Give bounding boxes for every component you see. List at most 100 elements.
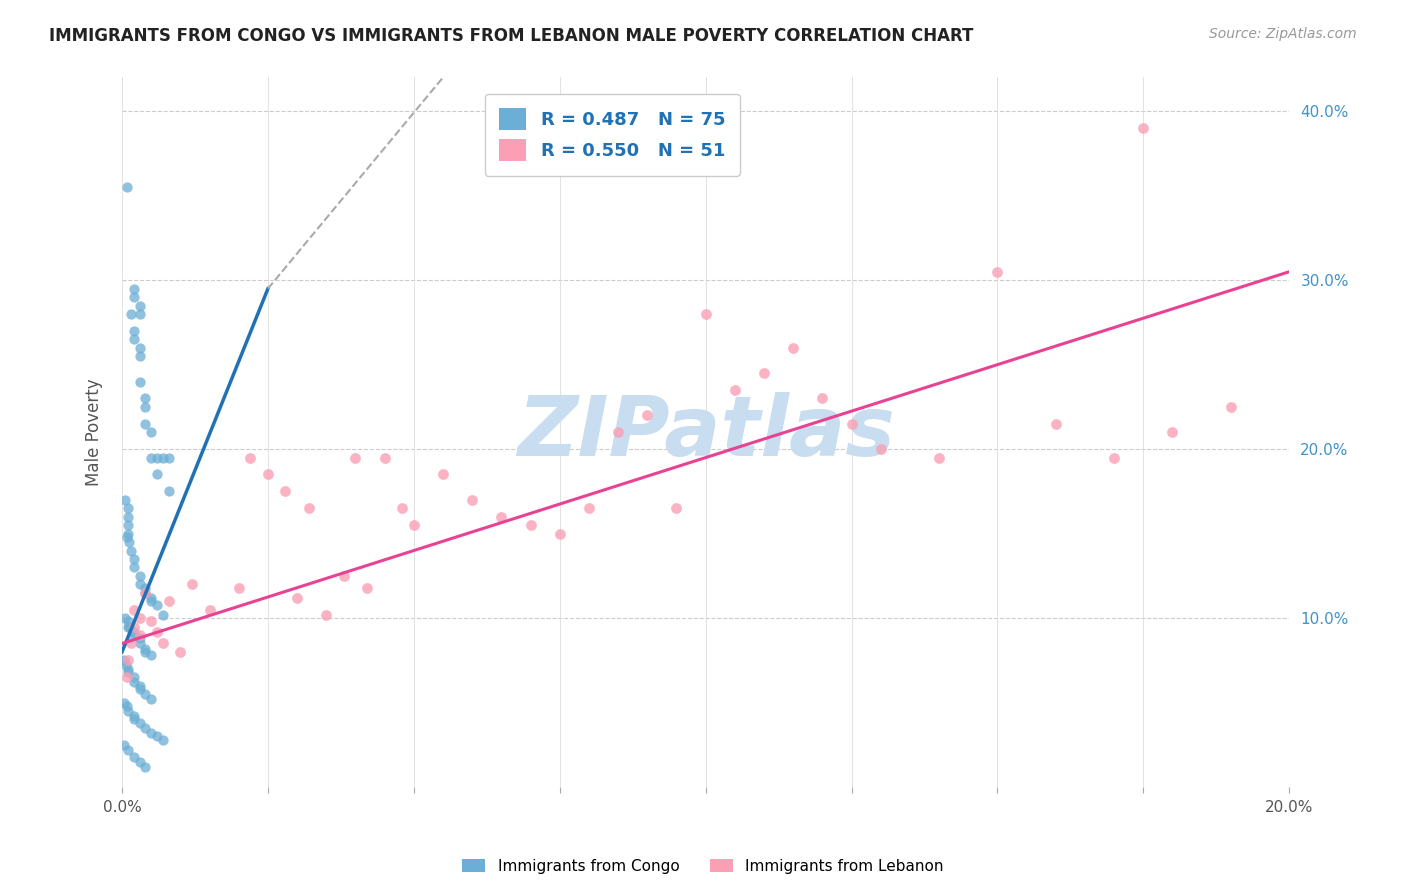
Point — [128, 341, 150, 355]
Point — [285, 591, 308, 605]
Point — [134, 586, 156, 600]
Point — [141, 450, 163, 465]
Point — [146, 450, 169, 465]
Point — [117, 743, 139, 757]
Point — [141, 692, 163, 706]
Point — [315, 607, 337, 622]
Point — [120, 307, 142, 321]
Point — [157, 450, 180, 465]
Point — [128, 569, 150, 583]
Point — [128, 577, 150, 591]
Point — [146, 730, 169, 744]
Point — [134, 586, 156, 600]
Point — [128, 375, 150, 389]
Point — [122, 624, 145, 639]
Point — [665, 501, 688, 516]
Point — [141, 594, 163, 608]
Point — [120, 636, 142, 650]
Point — [228, 581, 250, 595]
Point — [1132, 121, 1154, 136]
Point — [141, 615, 163, 629]
Point — [122, 713, 145, 727]
Point — [141, 425, 163, 440]
Point — [157, 484, 180, 499]
Point — [118, 619, 141, 633]
Point — [134, 581, 156, 595]
Point — [122, 628, 145, 642]
Point — [356, 581, 378, 595]
Point — [146, 598, 169, 612]
Point — [115, 698, 138, 713]
Point — [198, 602, 221, 616]
Point — [134, 721, 156, 735]
Point — [548, 526, 571, 541]
Point — [869, 442, 891, 457]
Point — [928, 450, 950, 465]
Point — [344, 450, 367, 465]
Point — [122, 709, 145, 723]
Point — [134, 400, 156, 414]
Point — [122, 324, 145, 338]
Point — [1045, 417, 1067, 431]
Point — [333, 569, 356, 583]
Point — [122, 282, 145, 296]
Point — [374, 450, 396, 465]
Point — [128, 349, 150, 363]
Point — [152, 607, 174, 622]
Point — [115, 670, 138, 684]
Point — [128, 715, 150, 730]
Point — [112, 696, 135, 710]
Point — [782, 341, 804, 355]
Point — [122, 749, 145, 764]
Point — [128, 299, 150, 313]
Point — [122, 552, 145, 566]
Point — [134, 645, 156, 659]
Point — [141, 648, 163, 663]
Point — [491, 509, 513, 524]
Point — [152, 636, 174, 650]
Point — [117, 665, 139, 680]
Point — [117, 526, 139, 541]
Point — [128, 632, 150, 646]
Point — [134, 417, 156, 431]
Point — [1219, 400, 1241, 414]
Point — [432, 467, 454, 482]
Point — [114, 492, 136, 507]
Point — [117, 704, 139, 718]
Point — [134, 687, 156, 701]
Point — [257, 467, 280, 482]
Point — [274, 484, 297, 499]
Point — [128, 628, 150, 642]
Point — [118, 535, 141, 549]
Text: ZIPatlas: ZIPatlas — [516, 392, 894, 473]
Point — [578, 501, 600, 516]
Point — [115, 530, 138, 544]
Point — [157, 594, 180, 608]
Point — [146, 624, 169, 639]
Point — [122, 675, 145, 690]
Point — [1161, 425, 1184, 440]
Point — [128, 679, 150, 693]
Point — [122, 560, 145, 574]
Point — [112, 653, 135, 667]
Point — [239, 450, 262, 465]
Point — [461, 492, 484, 507]
Point — [841, 417, 863, 431]
Point — [114, 611, 136, 625]
Point — [117, 653, 139, 667]
Point — [752, 366, 775, 380]
Point — [122, 670, 145, 684]
Point — [298, 501, 321, 516]
Point — [114, 658, 136, 673]
Point — [115, 180, 138, 194]
Point — [117, 509, 139, 524]
Point — [112, 738, 135, 752]
Point — [811, 392, 834, 406]
Point — [402, 518, 425, 533]
Point — [986, 265, 1008, 279]
Point — [122, 290, 145, 304]
Text: IMMIGRANTS FROM CONGO VS IMMIGRANTS FROM LEBANON MALE POVERTY CORRELATION CHART: IMMIGRANTS FROM CONGO VS IMMIGRANTS FROM… — [49, 27, 973, 45]
Point — [152, 450, 174, 465]
Point — [607, 425, 630, 440]
Point — [122, 602, 145, 616]
